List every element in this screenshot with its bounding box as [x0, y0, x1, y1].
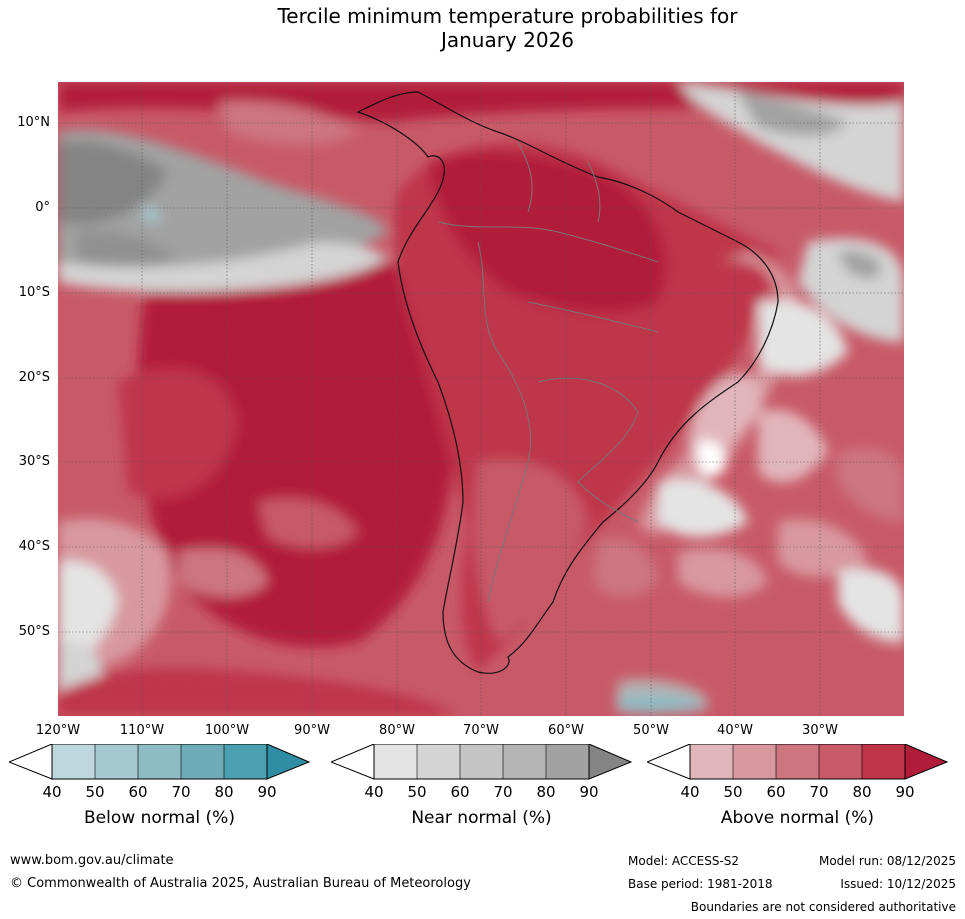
- cbar-above-seg-5: [862, 744, 905, 779]
- cbar-near-seg-5: [546, 744, 589, 779]
- cbar-above-tick-80: 80: [852, 783, 872, 801]
- cbar-below-tick-40: 40: [42, 783, 62, 801]
- cbar-below-tick-90: 90: [257, 783, 277, 801]
- cbar-above-high-arrow: [904, 743, 949, 780]
- graticule: [58, 82, 904, 716]
- cbar-near-seg-3: [460, 744, 503, 779]
- cbar-below-seg-1: [52, 744, 95, 779]
- cbar-below-seg-2: [95, 744, 138, 779]
- south-america-coastline: [356, 91, 779, 674]
- lat-label-0: 0°: [35, 200, 50, 215]
- cbar-above-seg-1: [690, 744, 733, 779]
- lat-label-30s: 30°S: [18, 454, 50, 469]
- lon-label-60w: 60°W: [548, 723, 584, 738]
- cbar-above-tick-40: 40: [680, 783, 700, 801]
- cbar-above-tick-50: 50: [723, 783, 743, 801]
- cbar-above-title: Above normal (%): [720, 808, 875, 828]
- lat-label-10s: 10°S: [18, 285, 50, 300]
- colorbar-above-normal: [645, 743, 949, 784]
- cbar-near-title: Near normal (%): [411, 808, 552, 828]
- probability-field: [58, 82, 904, 716]
- cbar-near-seg-1: [374, 744, 417, 779]
- cbar-below-low-arrow: [7, 743, 53, 780]
- cbar-below-tick-70: 70: [171, 783, 191, 801]
- cbar-below-seg-5: [224, 744, 267, 779]
- footer-url[interactable]: www.bom.gov.au/climate: [10, 853, 174, 868]
- lon-label-110w: 110°W: [119, 723, 165, 738]
- lat-label-40s: 40°S: [18, 539, 50, 554]
- cbar-near-seg-4: [503, 744, 546, 779]
- cbar-below-high-arrow: [266, 743, 311, 780]
- country-borders: [437, 141, 659, 603]
- colorbar-below-svg: [7, 743, 311, 780]
- colorbar-near-normal: [329, 743, 633, 784]
- cbar-above-tick-70: 70: [809, 783, 829, 801]
- cbar-below-seg-3: [138, 744, 181, 779]
- lat-label-20s: 20°S: [18, 370, 50, 385]
- cbar-above-tick-90: 90: [895, 783, 915, 801]
- cbar-below-title: Below normal (%): [84, 808, 235, 828]
- probability-map: [58, 82, 904, 716]
- lon-label-70w: 70°W: [463, 723, 499, 738]
- map-title: Tercile minimum temperature probabilitie…: [0, 4, 965, 52]
- cbar-above-low-arrow: [645, 743, 691, 780]
- title-line-2: January 2026: [440, 28, 575, 52]
- cbar-below-seg-4: [181, 744, 224, 779]
- lon-label-50w: 50°W: [633, 723, 669, 738]
- colorbar-near-svg: [329, 743, 633, 780]
- map-svg: [58, 82, 904, 716]
- footer-disclaimer: Boundaries are not considered authoritat…: [690, 900, 956, 914]
- lon-label-100w: 100°W: [204, 723, 250, 738]
- footer-issued: Issued: 10/12/2025: [840, 877, 956, 891]
- cbar-near-low-arrow: [329, 743, 375, 780]
- cbar-near-tick-60: 60: [450, 783, 470, 801]
- cbar-above-seg-4: [819, 744, 862, 779]
- footer-base-period: Base period: 1981-2018: [628, 877, 773, 891]
- lon-label-30w: 30°W: [802, 723, 838, 738]
- cbar-near-seg-2: [417, 744, 460, 779]
- cbar-above-tick-60: 60: [766, 783, 786, 801]
- title-line-1: Tercile minimum temperature probabilitie…: [277, 4, 738, 28]
- cbar-near-tick-80: 80: [536, 783, 556, 801]
- cbar-below-tick-50: 50: [85, 783, 105, 801]
- lon-label-40w: 40°W: [717, 723, 753, 738]
- cbar-below-tick-60: 60: [128, 783, 148, 801]
- cbar-above-seg-2: [733, 744, 776, 779]
- lon-label-80w: 80°W: [379, 723, 415, 738]
- footer-model: Model: ACCESS-S2: [628, 854, 740, 868]
- footer-copyright: © Commonwealth of Australia 2025, Austra…: [10, 876, 471, 891]
- cbar-near-tick-90: 90: [579, 783, 599, 801]
- cbar-near-tick-70: 70: [493, 783, 513, 801]
- cbar-near-tick-40: 40: [364, 783, 384, 801]
- cbar-near-high-arrow: [588, 743, 633, 780]
- lat-label-10n: 10°N: [17, 115, 50, 130]
- lon-label-120w: 120°W: [35, 723, 81, 738]
- lat-label-50s: 50°S: [18, 624, 50, 639]
- colorbar-below-normal: [7, 743, 311, 784]
- cbar-above-seg-3: [776, 744, 819, 779]
- cbar-near-tick-50: 50: [407, 783, 427, 801]
- colorbar-above-svg: [645, 743, 949, 780]
- footer-model-run: Model run: 08/12/2025: [818, 854, 956, 868]
- lon-label-90w: 90°W: [294, 723, 330, 738]
- cbar-below-tick-80: 80: [214, 783, 234, 801]
